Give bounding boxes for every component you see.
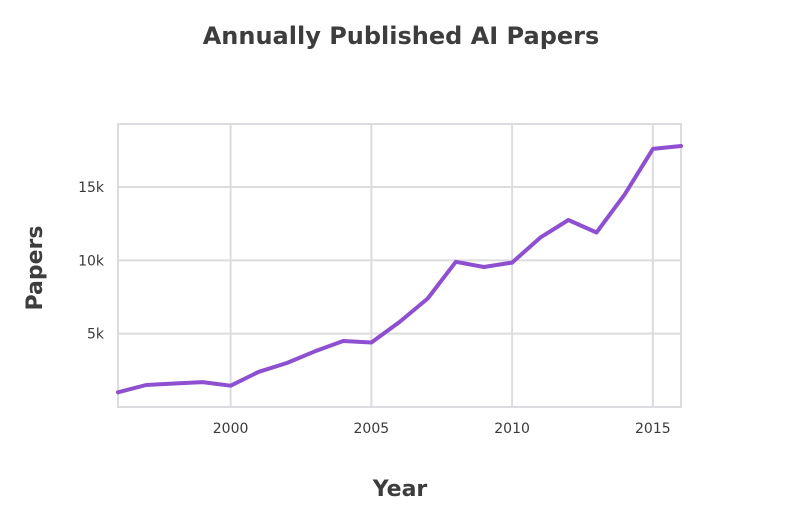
- plot-frame: [117, 123, 682, 408]
- x-tick-label: 2005: [354, 421, 390, 437]
- plot-background: [118, 124, 681, 407]
- x-tick-label: 2000: [213, 421, 249, 437]
- x-tick-label: 2010: [494, 421, 530, 437]
- y-axis-label: Papers: [23, 226, 48, 311]
- y-tick-label: 15k: [78, 180, 105, 196]
- chart-title: Annually Published AI Papers: [203, 22, 600, 50]
- plot-area: 2000 2005 2010 2015 5k 10k 15k: [78, 123, 683, 437]
- y-tick-label: 10k: [78, 253, 105, 269]
- x-tick-label: 2015: [635, 421, 671, 437]
- x-axis-label: Year: [372, 477, 428, 502]
- series-line: [116, 144, 683, 395]
- y-tick-label: 5k: [87, 327, 105, 343]
